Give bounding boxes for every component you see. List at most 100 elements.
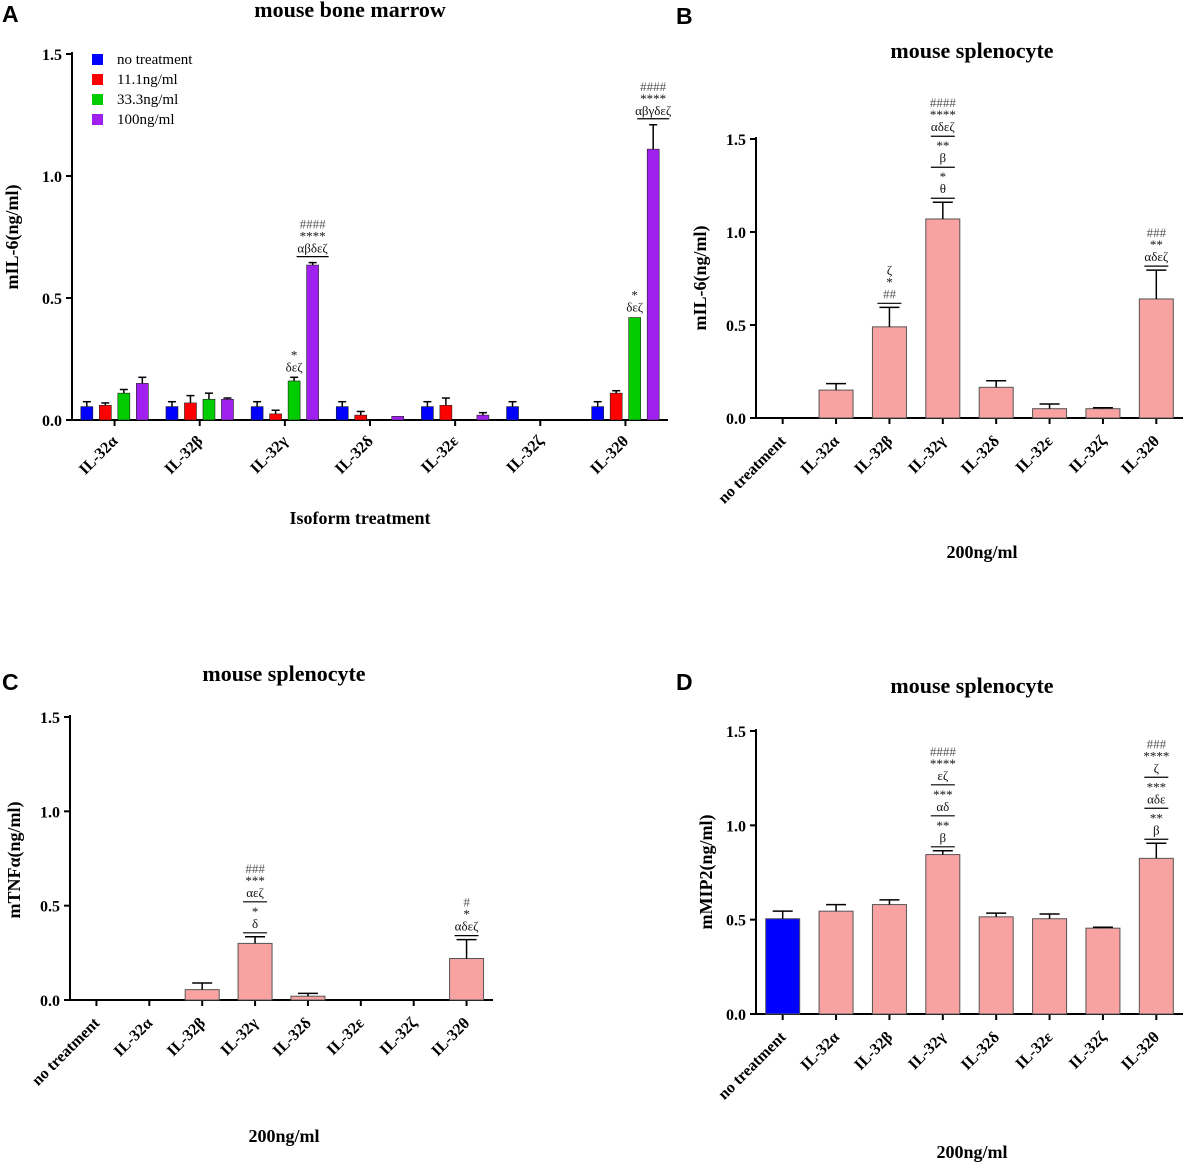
- panel-b-x-tick-label: no treatment: [715, 432, 790, 507]
- panel-c-y-tick-label: 0.5: [40, 899, 60, 916]
- panel-a-bar: [80, 406, 94, 421]
- panel-d-chart: D mouse splenocyte 200ng/ml mMIP2(ng/ml)…: [676, 669, 1183, 1162]
- panel-a-title: mouse bone marrow: [254, 0, 446, 22]
- panel-b-annotation: ###: [1147, 225, 1167, 240]
- panel-b-annotation: αδεζ: [931, 119, 955, 134]
- panel-a-bar: [99, 405, 112, 421]
- panel-a-annotation: αβδεζ: [297, 241, 328, 256]
- panel-d-y-tick-label: 1.5: [726, 724, 746, 741]
- panel-a-x-tick-label: IL-32α: [76, 433, 121, 478]
- panel-d-x-tick-label: IL-32γ: [905, 1028, 950, 1073]
- panel-b-y-tick-label: 0.0: [726, 411, 746, 428]
- panel-c-bar: [237, 942, 273, 1001]
- panel-b-x-tick-label: IL-32β: [851, 433, 896, 478]
- panel-c-y-axis-title: mTNFα(ng/ml): [4, 801, 25, 918]
- panel-b-annotation: ζ: [887, 262, 893, 277]
- panel-d-y-tick-label: 1.0: [726, 818, 746, 835]
- panel-b-bar: [1085, 408, 1121, 419]
- panel-c-annotation: *: [463, 907, 470, 922]
- panel-d-bar: [978, 916, 1014, 1015]
- panel-b-bar: [925, 218, 961, 419]
- panel-b-annotation: *: [886, 274, 893, 289]
- panel-a-legend-swatch: [92, 74, 103, 85]
- panel-d-annotation: αδ: [936, 799, 949, 814]
- panel-d-annotation: ζ: [1154, 760, 1160, 775]
- panel-a-x-tick-label: IL-32θ: [587, 433, 632, 478]
- panel-a-annotation: *: [291, 347, 298, 362]
- panel-a-bar: [306, 264, 319, 421]
- panel-a-x-axis-title: Isoform treatment: [289, 508, 430, 528]
- panel-b-bar: [1138, 298, 1174, 419]
- panel-d-bar: [765, 918, 801, 1015]
- panel-d-annotation: ***: [933, 787, 953, 802]
- panel-b-bar: [818, 389, 854, 419]
- panel-d-bar: [1085, 927, 1121, 1015]
- panel-a-annotation: δεζ: [286, 359, 304, 374]
- panel-a-bar: [250, 406, 264, 421]
- panel-d-annotation: εζ: [937, 768, 948, 783]
- panel-a-bar: [184, 402, 197, 421]
- panel-c-x-tick-label: IL-32β: [164, 1015, 209, 1060]
- panel-c-annotation: αδεζ: [455, 919, 479, 934]
- panel-d-title: mouse splenocyte: [890, 673, 1053, 698]
- panel-d-y-tick-label: 0.0: [726, 1007, 746, 1024]
- panel-a-bar: [165, 406, 179, 421]
- panel-a-y-tick-label: 1.0: [42, 169, 62, 186]
- panel-a-chart: A mouse bone marrow Isoform treatment mI…: [2, 0, 672, 528]
- panel-a-y-tick-label: 0.5: [42, 291, 62, 308]
- panel-d-annotation: αδε: [1147, 791, 1166, 806]
- panel-a-bar: [609, 392, 623, 421]
- panel-b-annotation: β: [940, 150, 947, 165]
- panel-a-annotation: *: [631, 288, 638, 303]
- panel-a-x-tick-label: IL-32ε: [418, 433, 462, 477]
- panel-c-x-tick-label: no treatment: [29, 1014, 104, 1089]
- panel-a-annotation: ####: [640, 79, 667, 94]
- panel-label-c: C: [2, 669, 19, 695]
- panel-d-bar: [1032, 918, 1068, 1015]
- panel-b-bar: [1032, 408, 1068, 419]
- panel-a-x-tick-label: IL-32β: [162, 433, 207, 478]
- panel-a-annotation: αβγδεζ: [635, 103, 672, 118]
- panel-a-bar: [287, 380, 301, 421]
- panel-c-x-tick-label: IL-32ζ: [377, 1015, 421, 1059]
- panel-a-legend-label: 33.3ng/ml: [117, 92, 178, 108]
- panel-b-y-axis-title: mIL-6(ng/ml): [690, 226, 711, 331]
- panel-b-annotation: *: [940, 169, 947, 184]
- panel-a-bar: [421, 406, 434, 421]
- panel-d-annotation: ***: [1147, 779, 1167, 794]
- panel-c-bar: [449, 957, 485, 1001]
- panel-b-annotation: ****: [930, 107, 956, 122]
- panel-a-bar: [391, 416, 405, 421]
- panel-a-annotation: ****: [300, 229, 326, 244]
- panel-d-x-tick-label: IL-32α: [798, 1029, 843, 1074]
- panel-a-x-tick-label: IL-32γ: [247, 432, 292, 477]
- panel-c-title: mouse splenocyte: [202, 661, 365, 686]
- panel-label-a: A: [2, 1, 19, 27]
- panel-d-annotation: ####: [930, 744, 957, 759]
- panel-a-annotation: ****: [640, 91, 666, 106]
- panel-a-x-tick-label: IL-32ζ: [503, 433, 547, 477]
- panel-c-bar: [290, 995, 326, 1001]
- panel-c-y-tick-label: 1.5: [40, 710, 60, 727]
- panel-label-d: D: [676, 669, 693, 695]
- panel-a-x-tick-label: IL-32δ: [332, 433, 377, 478]
- panel-a-bar: [136, 383, 149, 421]
- panel-a-legend-swatch: [92, 114, 103, 125]
- panel-c-x-tick-label: IL-32δ: [270, 1015, 315, 1060]
- panel-d-bar: [1138, 857, 1174, 1015]
- panel-a-legend-label: no treatment: [117, 52, 193, 68]
- panel-d-x-tick-label: no treatment: [715, 1028, 790, 1103]
- panel-a-annotation: δεζ: [626, 300, 644, 315]
- panel-b-x-axis-title: 200ng/ml: [946, 542, 1017, 562]
- panel-b-annotation: θ: [940, 181, 946, 196]
- panel-b-x-tick-label: IL-32γ: [905, 432, 950, 477]
- panel-b-x-tick-label: IL-32δ: [958, 433, 1003, 478]
- panel-b-chart: B mouse splenocyte 200ng/ml mIL-6(ng/ml)…: [676, 3, 1183, 562]
- panel-c-y-tick-label: 0.0: [40, 993, 60, 1010]
- panel-b-annotation: αδεζ: [1144, 249, 1168, 264]
- panel-c-annotation: #: [463, 895, 470, 910]
- panel-d-x-tick-label: IL-32β: [851, 1029, 896, 1074]
- panel-a-legend-swatch: [92, 54, 103, 65]
- panel-c-y-tick-label: 1.0: [40, 804, 60, 821]
- panel-d-x-tick-label: IL-32ζ: [1066, 1029, 1110, 1073]
